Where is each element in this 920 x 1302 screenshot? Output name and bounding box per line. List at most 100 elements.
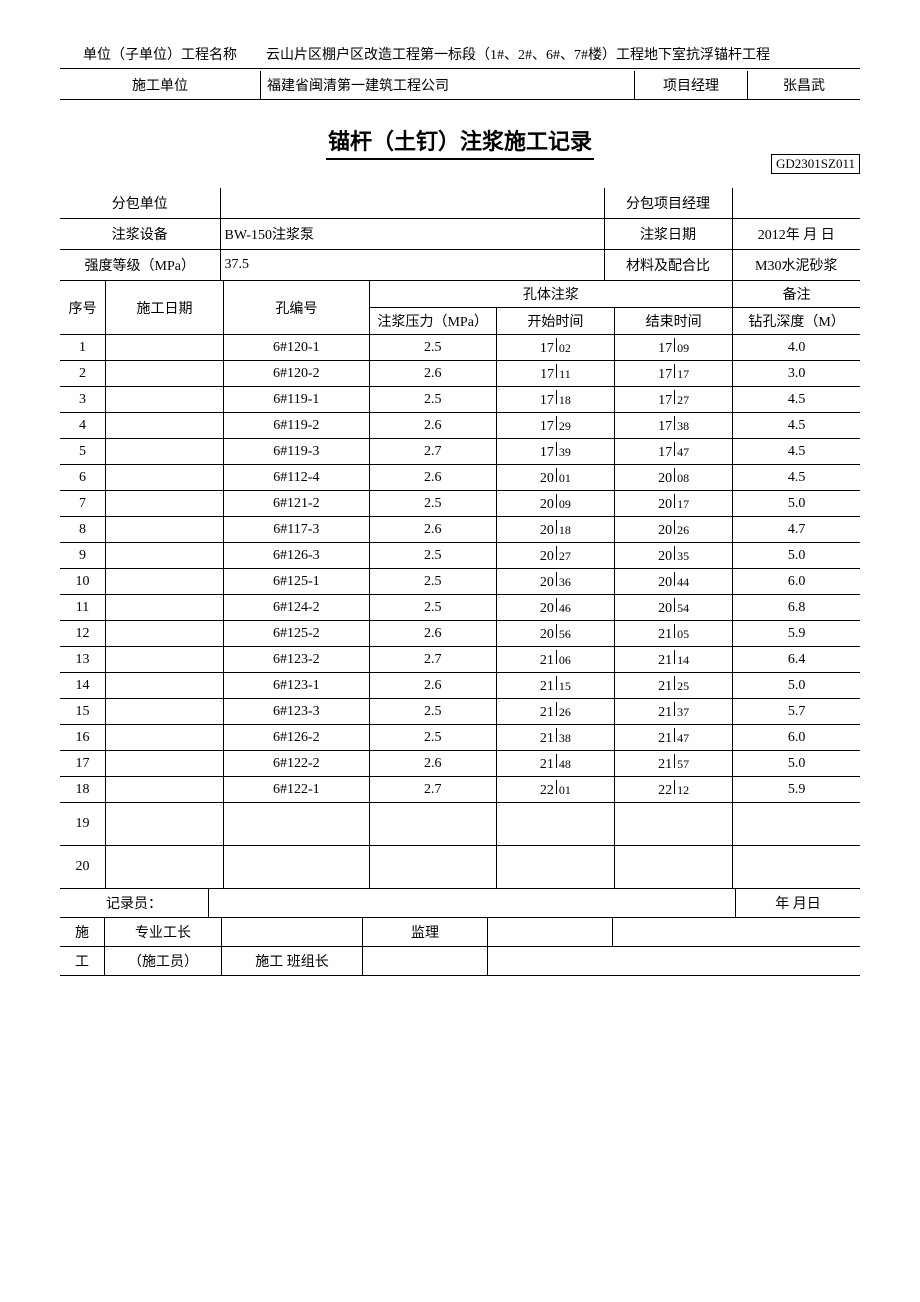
- table-cell-time: 2001: [496, 465, 614, 491]
- table-cell: [105, 361, 223, 387]
- table-cell: [105, 465, 223, 491]
- sub-pm-value: [732, 188, 860, 219]
- table-cell-time: 1729: [496, 413, 614, 439]
- table-cell: 4.5: [733, 387, 860, 413]
- table-cell: 2.5: [369, 491, 496, 517]
- table-cell: 8: [60, 517, 105, 543]
- table-cell-time: 1718: [496, 387, 614, 413]
- table-row: 19: [60, 803, 860, 846]
- meta-table: 分包单位 分包项目经理 注浆设备 BW-150注浆泵 注浆日期 2012年 月 …: [60, 188, 860, 281]
- table-row: 36#119-12.5171817274.5: [60, 387, 860, 413]
- table-cell: 12: [60, 621, 105, 647]
- table-cell: [105, 595, 223, 621]
- table-cell: 6.8: [733, 595, 860, 621]
- table-cell: 6#124-2: [224, 595, 369, 621]
- table-row: 136#123-22.7210621146.4: [60, 647, 860, 673]
- table-cell: 5.0: [733, 751, 860, 777]
- table-cell-time: 2212: [615, 777, 733, 803]
- table-cell: [733, 803, 860, 846]
- sign-row-1: 施 专业工长 监理: [60, 918, 860, 947]
- recorder-blank: [209, 889, 736, 917]
- table-cell: 2.5: [369, 569, 496, 595]
- th-seq: 序号: [60, 281, 105, 335]
- table-row: 26#120-22.6171117173.0: [60, 361, 860, 387]
- table-cell: 6#121-2: [224, 491, 369, 517]
- table-row: 146#123-12.6211521255.0: [60, 673, 860, 699]
- team-leader-blank: [363, 947, 488, 975]
- table-cell: 6: [60, 465, 105, 491]
- table-cell: 6#120-2: [224, 361, 369, 387]
- th-end: 结束时间: [615, 308, 733, 335]
- table-cell: 2.5: [369, 725, 496, 751]
- table-cell: 2.7: [369, 439, 496, 465]
- table-cell: 20: [60, 846, 105, 889]
- table-cell-time: 2115: [496, 673, 614, 699]
- table-cell: 14: [60, 673, 105, 699]
- table-row: 16#120-12.5170217094.0: [60, 335, 860, 361]
- table-cell-time: 2105: [615, 621, 733, 647]
- table-cell: 5.9: [733, 777, 860, 803]
- recorder-row: 记录员： 年 月日: [60, 889, 860, 918]
- table-cell: 15: [60, 699, 105, 725]
- table-cell: 18: [60, 777, 105, 803]
- table-cell: [105, 751, 223, 777]
- table-cell-time: 1739: [496, 439, 614, 465]
- table-cell-time: 1738: [615, 413, 733, 439]
- table-cell: 6#119-2: [224, 413, 369, 439]
- sub-unit-value: [220, 188, 604, 219]
- table-cell: [369, 846, 496, 889]
- table-cell: 17: [60, 751, 105, 777]
- table-cell: 2.5: [369, 543, 496, 569]
- table-cell: 6#122-1: [224, 777, 369, 803]
- table-cell: 6#123-2: [224, 647, 369, 673]
- table-cell: 3: [60, 387, 105, 413]
- sub-pm-label: 分包项目经理: [604, 188, 732, 219]
- th-start: 开始时间: [496, 308, 614, 335]
- table-cell: [105, 699, 223, 725]
- unit-name-label: 单位（子单位）工程名称: [60, 40, 260, 68]
- table-cell: [105, 803, 223, 846]
- table-row: 46#119-22.6172917384.5: [60, 413, 860, 439]
- table-cell-time: 2008: [615, 465, 733, 491]
- table-cell: 5: [60, 439, 105, 465]
- table-cell-time: 2114: [615, 647, 733, 673]
- table-cell: 6#123-1: [224, 673, 369, 699]
- table-cell: [105, 647, 223, 673]
- th-pressure: 注浆压力（MPa）: [369, 308, 496, 335]
- table-row: 156#123-32.5212621375.7: [60, 699, 860, 725]
- team-leader-label: 施工 班组长: [222, 947, 363, 975]
- table-cell: [105, 517, 223, 543]
- mix-label: 材料及配合比: [604, 250, 732, 281]
- foreman-sub: （施工员）: [105, 947, 222, 975]
- table-cell: [105, 439, 223, 465]
- th-date: 施工日期: [105, 281, 223, 335]
- table-cell: 6.0: [733, 569, 860, 595]
- sign-blank-right: [613, 918, 860, 946]
- grade-label: 强度等级（MPa）: [60, 250, 220, 281]
- table-cell: 6.4: [733, 647, 860, 673]
- table-cell: 4.5: [733, 439, 860, 465]
- table-cell: 16: [60, 725, 105, 751]
- th-remark: 备注: [733, 281, 860, 308]
- table-cell: [369, 803, 496, 846]
- table-row: 126#125-22.6205621055.9: [60, 621, 860, 647]
- table-row: 186#122-12.7220122125.9: [60, 777, 860, 803]
- table-cell: [105, 569, 223, 595]
- table-cell: 6#126-3: [224, 543, 369, 569]
- table-cell-time: 2147: [615, 725, 733, 751]
- table-row: 96#126-32.5202720355.0: [60, 543, 860, 569]
- table-cell: 4: [60, 413, 105, 439]
- table-cell: [105, 777, 223, 803]
- table-cell-time: 2026: [615, 517, 733, 543]
- table-cell-time: 1727: [615, 387, 733, 413]
- header-unit-name-row: 单位（子单位）工程名称 云山片区棚户区改造工程第一标段（1#、2#、6#、7#楼…: [60, 40, 860, 69]
- table-cell-time: [496, 846, 614, 889]
- supervisor-blank: [488, 918, 613, 946]
- table-cell: 13: [60, 647, 105, 673]
- table-cell: 5.0: [733, 491, 860, 517]
- table-cell-time: 1717: [615, 361, 733, 387]
- table-cell: [224, 846, 369, 889]
- table-cell: 2.7: [369, 777, 496, 803]
- table-cell: [105, 387, 223, 413]
- equip-value: BW-150注浆泵: [220, 219, 604, 250]
